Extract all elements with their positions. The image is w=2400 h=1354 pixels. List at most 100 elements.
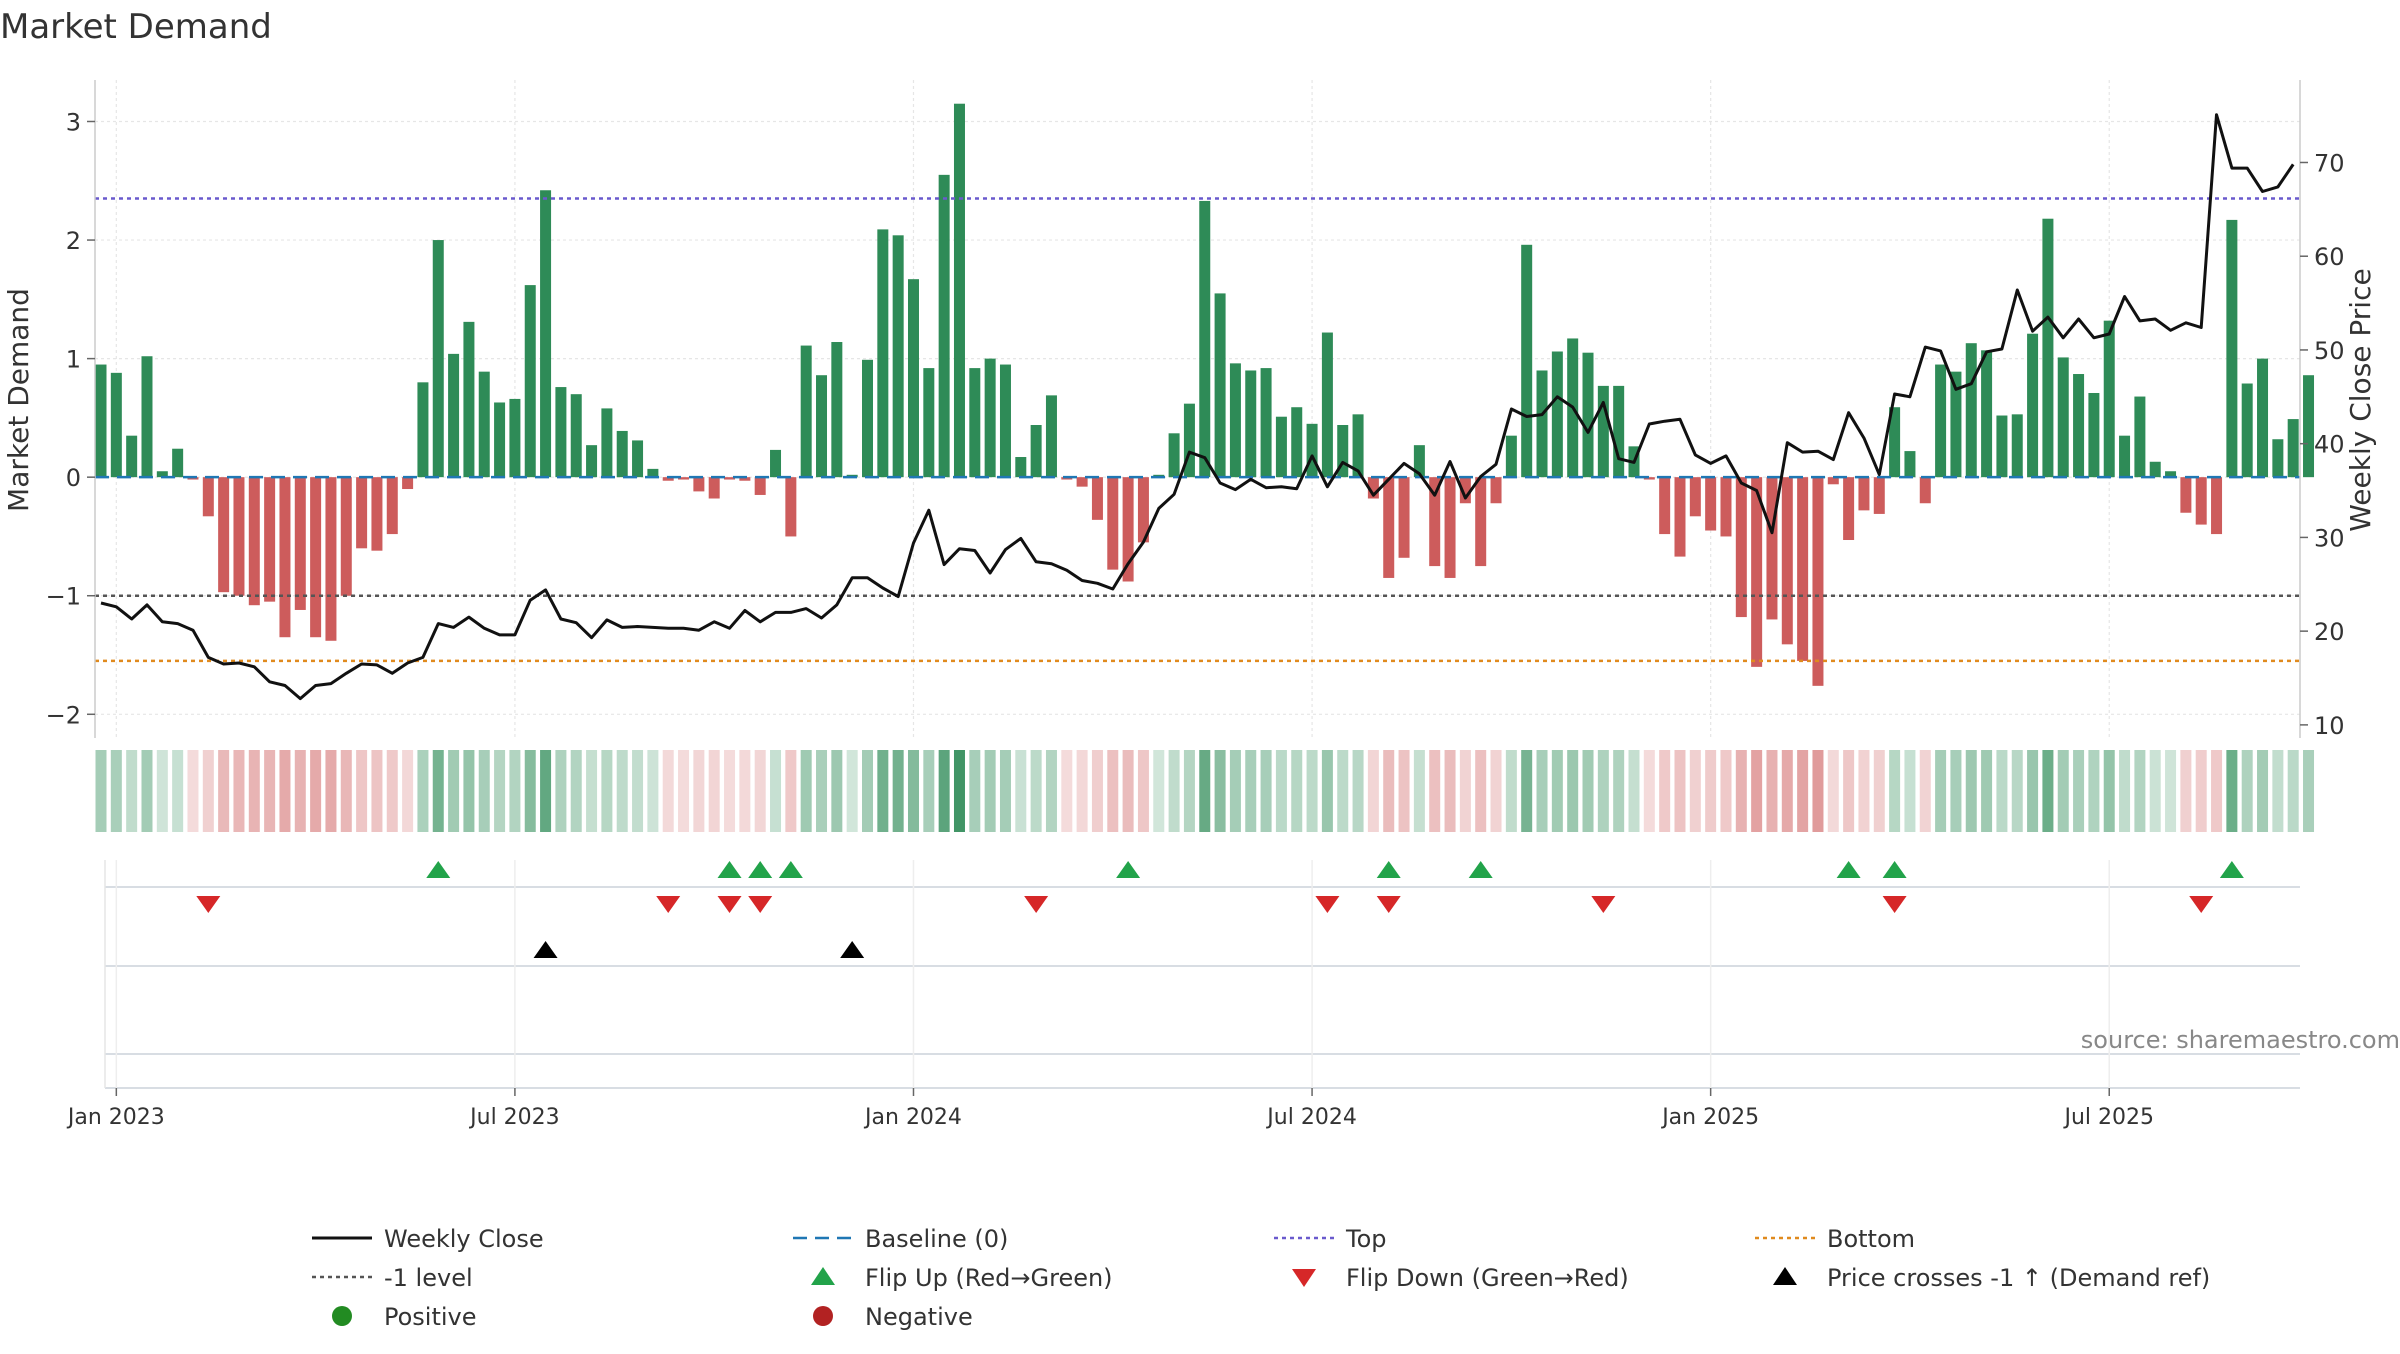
heat-cell <box>1628 750 1640 832</box>
demand-bar <box>1582 352 1594 478</box>
legend-item: Price crosses -1 ↑ (Demand ref) <box>1773 1264 2210 1292</box>
heat-cell <box>555 750 567 832</box>
demand-bar <box>110 372 122 478</box>
demand-bar <box>1383 477 1395 578</box>
heat-cell <box>1751 750 1763 832</box>
demand-bar <box>356 477 368 549</box>
x-tick-label: Jan 2024 <box>863 1105 962 1130</box>
flip-down-marker <box>656 896 681 913</box>
heat-cell <box>1689 750 1701 832</box>
legend-triangle-up-icon <box>1773 1267 1797 1285</box>
legend-circle-icon <box>332 1306 352 1326</box>
demand-bar <box>586 445 598 478</box>
heat-cell <box>1797 750 1809 832</box>
heat-cell <box>923 750 935 832</box>
demand-bar <box>647 468 659 478</box>
demand-bar <box>1919 477 1931 504</box>
weekly-close-series <box>100 113 2295 701</box>
demand-bar <box>1797 477 1809 661</box>
demand-bar <box>1505 435 1517 478</box>
demand-bar <box>938 174 950 478</box>
flip-up-marker <box>778 861 803 878</box>
heat-cell <box>1076 750 1088 832</box>
demand-bar <box>601 408 613 478</box>
heat-cell <box>1889 750 1901 832</box>
heat-cell <box>294 750 306 832</box>
demand-bar <box>1045 395 1057 478</box>
flip-up-marker <box>1468 861 1493 878</box>
heat-cell <box>739 750 751 832</box>
demand-bar <box>1613 385 1625 478</box>
heat-cell <box>1275 750 1287 832</box>
legend-label: Positive <box>384 1303 477 1331</box>
demand-bar <box>1137 477 1149 543</box>
demand-bar <box>402 477 414 490</box>
demand-bar <box>1398 477 1410 558</box>
heat-cell <box>1551 750 1563 832</box>
demand-bar <box>1996 415 2008 478</box>
source-note: source: sharemaestro.com <box>2081 1026 2400 1054</box>
heat-cell <box>1045 750 1057 832</box>
heat-cell <box>1873 750 1885 832</box>
demand-bar <box>2073 374 2085 478</box>
demand-bar <box>172 448 184 478</box>
heat-cell <box>2272 750 2284 832</box>
price-cross-marker <box>533 941 558 958</box>
demand-bar <box>1107 477 1119 570</box>
heat-cell <box>1291 750 1303 832</box>
flip-up-marker <box>717 861 742 878</box>
demand-bar <box>1337 425 1349 478</box>
demand-bar <box>616 430 628 478</box>
heat-cell <box>1674 750 1686 832</box>
heat-cell <box>1904 750 1916 832</box>
legend-label: Negative <box>865 1303 973 1331</box>
heat-cell <box>1643 750 1655 832</box>
legend-triangle-down-icon <box>1292 1269 1316 1287</box>
demand-bar <box>785 477 797 537</box>
demand-bar <box>2287 419 2299 478</box>
x-tick-label: Jul 2023 <box>468 1105 560 1130</box>
heat-cell <box>95 750 107 832</box>
demand-bar <box>1521 244 1533 478</box>
heat-cell <box>1260 750 1272 832</box>
x-tick-label: Jul 2025 <box>2062 1105 2154 1130</box>
legend-label: Flip Down (Green→Red) <box>1346 1264 1629 1292</box>
demand-bar <box>555 387 567 478</box>
demand-bar <box>1843 477 1855 541</box>
legend-item: -1 level <box>312 1264 473 1292</box>
heat-cell <box>371 750 383 832</box>
heat-cell <box>754 750 766 832</box>
heat-cell <box>218 750 230 832</box>
demand-bar <box>953 103 965 478</box>
demand-bar <box>1643 477 1655 480</box>
demand-bar <box>1091 477 1103 520</box>
demand-bar <box>1122 477 1134 582</box>
demand-bar <box>1735 477 1747 618</box>
demand-bar <box>1413 445 1425 478</box>
reference-lines <box>95 197 2300 663</box>
heat-cell <box>1919 750 1931 832</box>
heat-cell <box>1766 750 1778 832</box>
demand-bar <box>1981 350 1993 478</box>
heat-cell <box>1459 750 1471 832</box>
heat-cell <box>1199 750 1211 832</box>
demand-bar <box>233 477 245 596</box>
demand-bar <box>1275 416 1287 478</box>
heat-cell <box>846 750 858 832</box>
demand-bar <box>2257 358 2269 478</box>
demand-bar <box>724 477 736 480</box>
flip-up-marker <box>748 861 773 878</box>
flip-down-marker <box>717 896 742 913</box>
demand-bar <box>2134 396 2146 478</box>
demand-bar <box>1076 477 1088 487</box>
demand-bar <box>1827 477 1839 485</box>
heat-cell <box>2287 750 2299 832</box>
demand-bar <box>1015 457 1027 478</box>
y2-tick-label: 30 <box>2314 524 2345 552</box>
legend-item: Weekly Close <box>312 1225 544 1253</box>
demand-bar <box>1751 477 1763 667</box>
heat-cell <box>785 750 797 832</box>
heat-cell <box>325 750 337 832</box>
y-tick-label: 2 <box>66 227 81 255</box>
